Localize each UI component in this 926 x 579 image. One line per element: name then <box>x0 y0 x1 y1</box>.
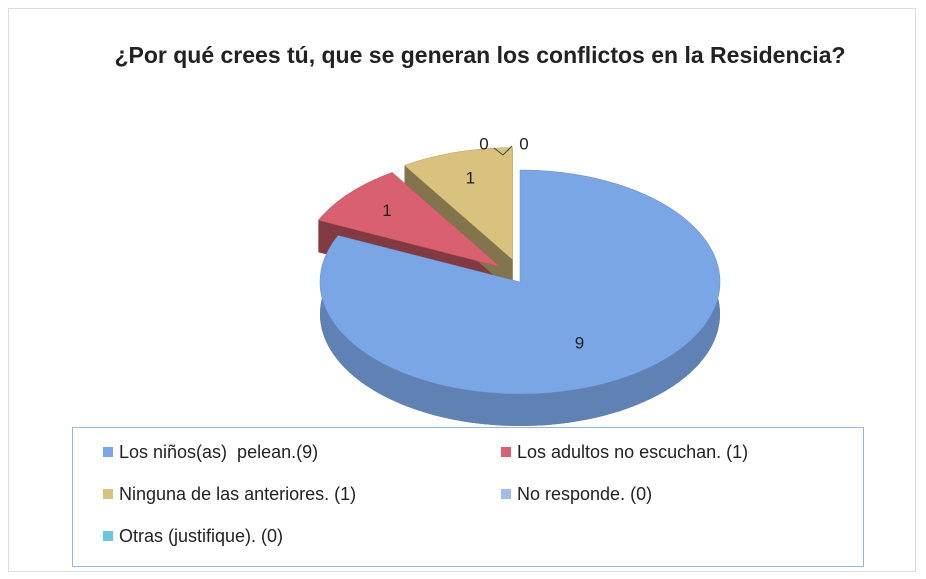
legend-label: Otras (justifique). (0) <box>119 526 284 546</box>
legend-label: Los adultos no escuchan. (1) <box>517 442 749 462</box>
legend-item: No responde. (0) <box>501 484 652 505</box>
chart-title: ¿Por qué crees tú, que se generan los co… <box>114 42 846 68</box>
legend-item: Ninguna de las anteriores. (1) <box>103 484 356 505</box>
legend-item: Los niños(as) pelean.(9) <box>103 442 318 463</box>
pie-slice <box>404 147 513 261</box>
legend-swatch <box>103 447 113 457</box>
legend-swatch <box>501 489 511 499</box>
legend-swatch <box>103 489 113 499</box>
data-label: 0 <box>519 134 528 153</box>
data-label: 1 <box>466 169 475 188</box>
chart-frame <box>8 8 916 572</box>
legend: Los niños(as) pelean.(9) Los adultos no e… <box>72 427 864 567</box>
data-label: 0 <box>479 134 488 153</box>
leader-line <box>493 145 513 156</box>
legend-item: Otras (justifique). (0) <box>103 526 283 547</box>
pie-slice <box>319 169 721 395</box>
data-label: 9 <box>575 333 584 352</box>
legend-swatch <box>103 531 113 541</box>
legend-label: Ninguna de las anteriores. (1) <box>119 484 357 504</box>
legend-label: Los niños(as) pelean.(9) <box>119 442 319 462</box>
legend-label: No responde. (0) <box>517 484 653 504</box>
data-label: 1 <box>382 201 391 220</box>
legend-item: Los adultos no escuchan. (1) <box>501 442 748 463</box>
pie-slice <box>317 172 501 267</box>
legend-swatch <box>501 447 511 457</box>
